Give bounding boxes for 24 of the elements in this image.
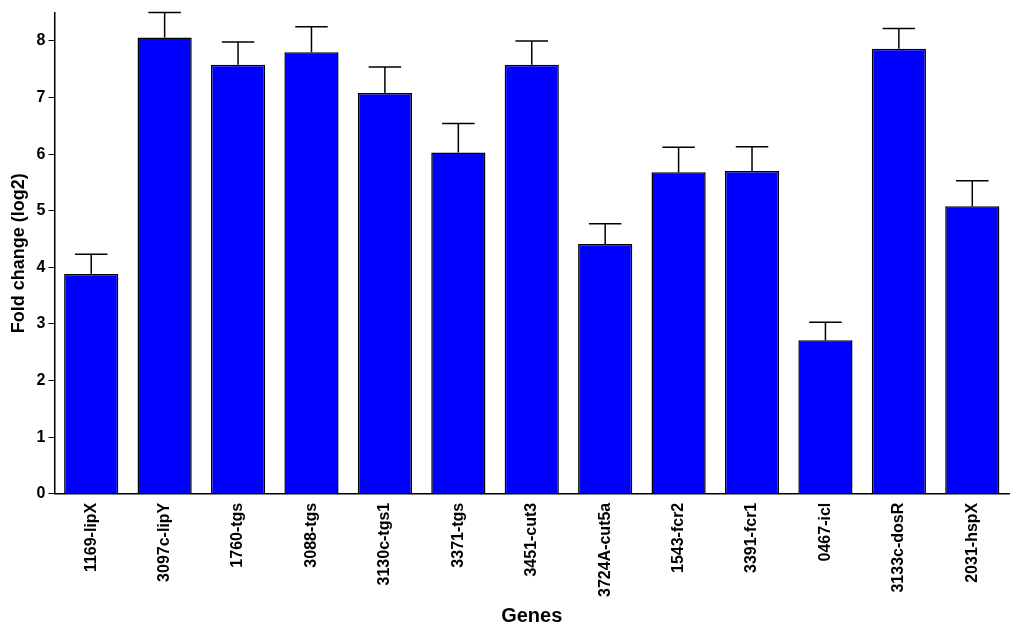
y-tick-label: 5: [36, 201, 46, 219]
y-tick-label: 0: [36, 484, 46, 502]
x-tick-label: 3097c-lipY: [155, 502, 173, 582]
x-tick-label: 3133c-dosR: [889, 502, 907, 593]
x-tick-label: 1169-lipX: [81, 502, 99, 573]
y-tick-label: 6: [36, 144, 46, 162]
y-tick-label: 2: [36, 370, 46, 388]
x-tick-label: 2031-hspX: [962, 502, 980, 583]
y-tick-label: 3: [36, 314, 46, 332]
x-tick-label: 3451-cut3: [522, 502, 540, 577]
y-tick-label: 1: [36, 427, 46, 445]
x-tick-label: 1760-tgs: [228, 502, 246, 568]
x-tick-label: 3391-fcr1: [742, 502, 760, 574]
y-axis-title: Fold change (log2): [7, 173, 28, 334]
x-tick-label: 3371-tgs: [448, 502, 466, 568]
y-tick-label: 7: [36, 87, 46, 105]
x-tick-label: 3724A-cut5a: [595, 502, 613, 598]
x-tick-label: 0467-icl: [815, 502, 833, 562]
x-tick-label: 3088-tgs: [301, 502, 319, 568]
y-tick-label: 8: [36, 31, 46, 49]
x-tick-label: 1543-fcr2: [669, 502, 686, 574]
x-tick-label: 3130c-tgs1: [375, 502, 393, 586]
y-tick-label: 4: [36, 257, 46, 275]
x-axis-title: Genes: [501, 603, 563, 626]
